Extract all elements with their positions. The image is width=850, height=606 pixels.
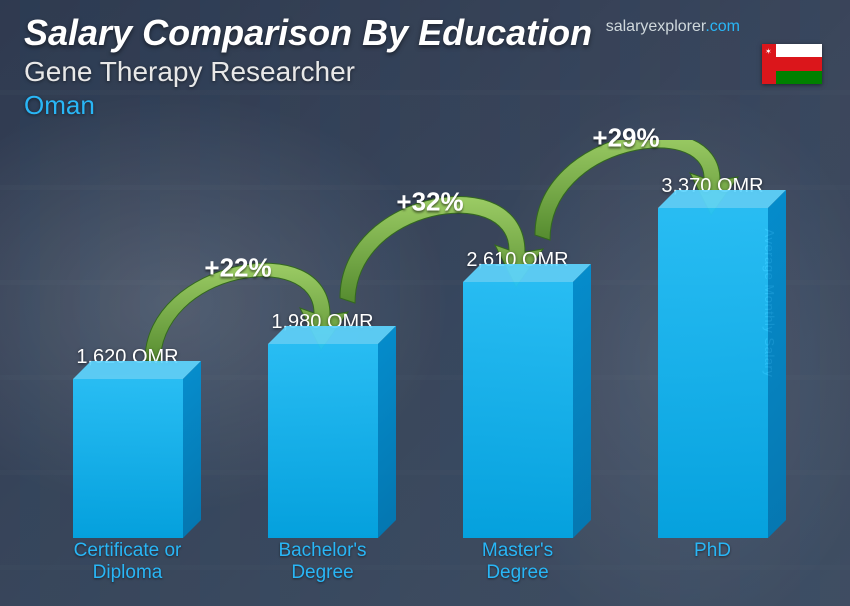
- flag-stripe-red: [776, 57, 822, 70]
- bars-container: 1,620 OMR1,980 OMR2,610 OMR3,370 OMR: [30, 140, 810, 538]
- flag-stripe-green: [776, 71, 822, 84]
- category-label: PhD: [615, 540, 810, 588]
- category-label: Master'sDegree: [420, 540, 615, 588]
- bar-side-face: [573, 264, 591, 538]
- chart-subtitle: Gene Therapy Researcher: [24, 56, 826, 88]
- bar-front-face: [73, 379, 183, 538]
- flag-stripe-white: [776, 44, 822, 57]
- bar-chart: +22% +32% +29% 1,620 OMR1,980 OMR2,610 O…: [30, 140, 810, 588]
- bar-3d: [463, 282, 573, 538]
- bar-3d: [658, 208, 768, 538]
- flag-oman: ✶: [762, 44, 822, 84]
- bar-slot: 1,980 OMR: [225, 311, 420, 538]
- bar-3d: [73, 379, 183, 538]
- bar-side-face: [378, 326, 396, 538]
- category-label: Bachelor'sDegree: [225, 540, 420, 588]
- bar-slot: 1,620 OMR: [30, 346, 225, 538]
- source-name: salaryexplorer: [606, 18, 706, 35]
- bar-front-face: [268, 344, 378, 538]
- source-tld: .com: [705, 18, 740, 35]
- category-label: Certificate orDiploma: [30, 540, 225, 588]
- bar-top-face: [73, 361, 201, 379]
- bar-front-face: [658, 208, 768, 538]
- bar-slot: 2,610 OMR: [420, 249, 615, 538]
- bar-3d: [268, 344, 378, 538]
- source-attribution: salaryexplorer.com: [606, 18, 740, 36]
- bar-top-face: [268, 326, 396, 344]
- bar-top-face: [658, 190, 786, 208]
- bar-top-face: [463, 264, 591, 282]
- bar-side-face: [183, 361, 201, 538]
- category-labels: Certificate orDiplomaBachelor'sDegreeMas…: [30, 540, 810, 588]
- chart-country: Oman: [24, 90, 826, 121]
- bar-slot: 3,370 OMR: [615, 175, 810, 538]
- flag-emblem: ✶: [765, 47, 773, 55]
- bar-side-face: [768, 190, 786, 538]
- bar-front-face: [463, 282, 573, 538]
